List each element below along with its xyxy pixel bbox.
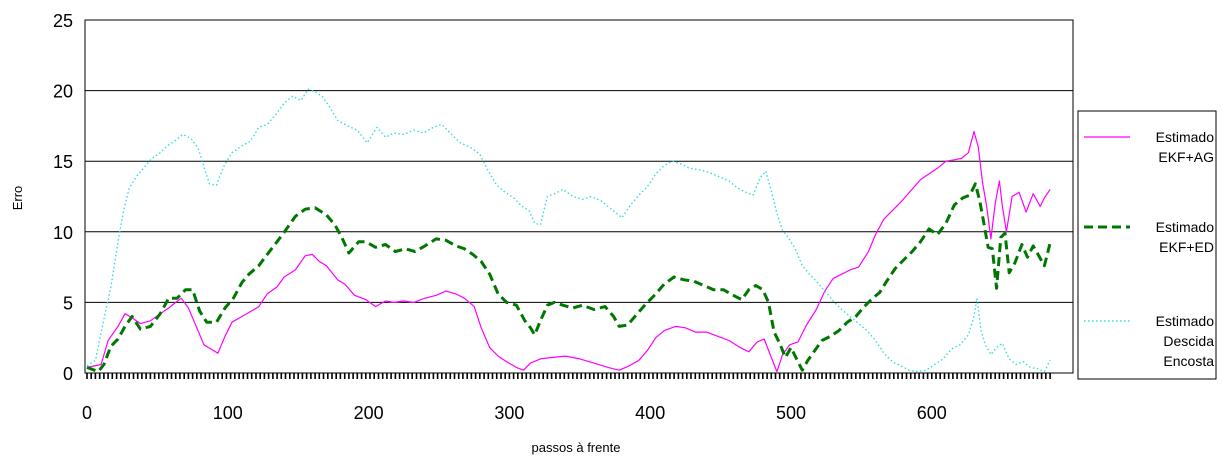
x-tick-label: 300 [494, 403, 524, 423]
x-minor-tick-marks [86, 373, 1051, 379]
legend-label: Estimado [1156, 129, 1215, 145]
series-lines [86, 88, 1052, 374]
y-tick-labels: 0 5 10 15 20 25 [53, 11, 73, 384]
series-line-2 [86, 182, 1052, 374]
plot-area [84, 19, 1074, 374]
x-tick-label: 100 [213, 403, 243, 423]
y-tick-label: 20 [53, 82, 73, 102]
x-tick-labels: 0 100 200 300 400 500 600 [82, 403, 947, 423]
legend-label: Estimado [1156, 219, 1215, 235]
x-tick-label: 0 [82, 403, 92, 423]
legend-label: EKF+AG [1158, 149, 1214, 165]
legend-label: Estimado [1156, 313, 1215, 329]
x-tick-label: 600 [917, 403, 947, 423]
y-tick-label: 10 [53, 223, 73, 243]
y-tick-label: 25 [53, 11, 73, 31]
y-tick-label: 0 [63, 364, 73, 384]
y-tick-label: 5 [63, 293, 73, 313]
series-line-1 [86, 130, 1051, 373]
y-axis-title: Erro [10, 186, 25, 211]
y-tick-label: 15 [53, 152, 73, 172]
x-axis-title: passos à frente [532, 440, 621, 455]
x-tick-label: 500 [776, 403, 806, 423]
legend-box [1077, 110, 1217, 380]
x-tick-label: 400 [635, 403, 665, 423]
gridlines [85, 90, 1073, 303]
x-minor-ticks [86, 373, 1051, 379]
series-line-3 [86, 88, 1051, 373]
x-tick-label: 200 [354, 403, 384, 423]
legend-label: EKF+ED [1159, 239, 1214, 255]
legend-label: Encosta [1163, 353, 1214, 369]
legend: Estimado EKF+AG Estimado EKF+ED Estimado Desc… [1077, 110, 1217, 380]
legend-label: Descida [1163, 333, 1214, 349]
